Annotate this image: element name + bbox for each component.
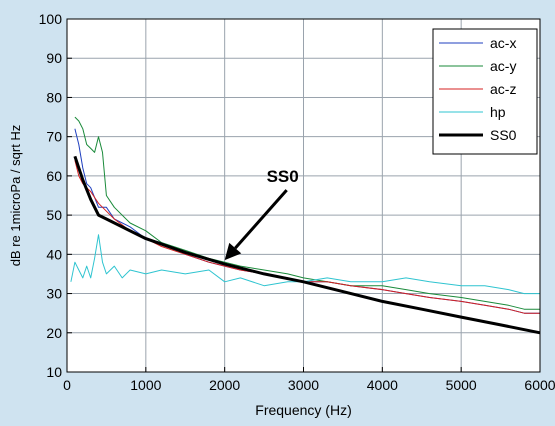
legend-box <box>432 28 538 155</box>
annotation-arrow-head <box>224 242 242 261</box>
y-tick-label: 70 <box>46 129 62 145</box>
axis-ticks: 0 1000 2000 3000 4000 5000 6000 10 20 30 40 50 60 70 8… <box>39 11 555 393</box>
annotation: SS0 <box>224 167 299 261</box>
legend-label-ac-x: ac-x <box>490 35 516 51</box>
legend-label-ac-y: ac-y <box>490 58 516 74</box>
legend-label-hp: hp <box>490 104 506 120</box>
y-tick-label: 80 <box>46 89 62 105</box>
x-tick-label: 3000 <box>288 377 319 393</box>
y-tick-label: 20 <box>46 325 62 341</box>
legend: ac-x ac-y ac-z hp SS0 <box>432 28 538 155</box>
x-tick-label: 1000 <box>130 377 161 393</box>
series-layer <box>70 116 541 335</box>
x-axis-label: Frequency (Hz) <box>255 402 351 418</box>
y-tick-label: 60 <box>46 168 62 184</box>
y-tick-label: 50 <box>46 207 62 223</box>
series-line-ac-z <box>74 160 540 314</box>
y-tick-label: 100 <box>39 11 63 27</box>
legend-label-ss0: SS0 <box>490 127 517 143</box>
y-axis-label: dB re 1microPa / sqrt Hz <box>8 125 23 267</box>
series-line-hp <box>70 234 540 295</box>
x-tick-label: 5000 <box>446 377 477 393</box>
x-tick-label: 0 <box>63 377 71 393</box>
annotation-label: SS0 <box>267 167 299 186</box>
x-tick-label: 2000 <box>209 377 240 393</box>
x-tick-label: 4000 <box>367 377 398 393</box>
annotation-arrow-line <box>234 189 288 250</box>
legend-label-ac-z: ac-z <box>490 81 516 97</box>
series-line-ss0 <box>73 155 541 335</box>
y-tick-label: 90 <box>46 50 62 66</box>
x-tick-label: 6000 <box>524 377 555 393</box>
y-tick-label: 30 <box>46 286 62 302</box>
y-tick-label: 40 <box>46 246 62 262</box>
y-tick-label: 10 <box>46 364 62 380</box>
